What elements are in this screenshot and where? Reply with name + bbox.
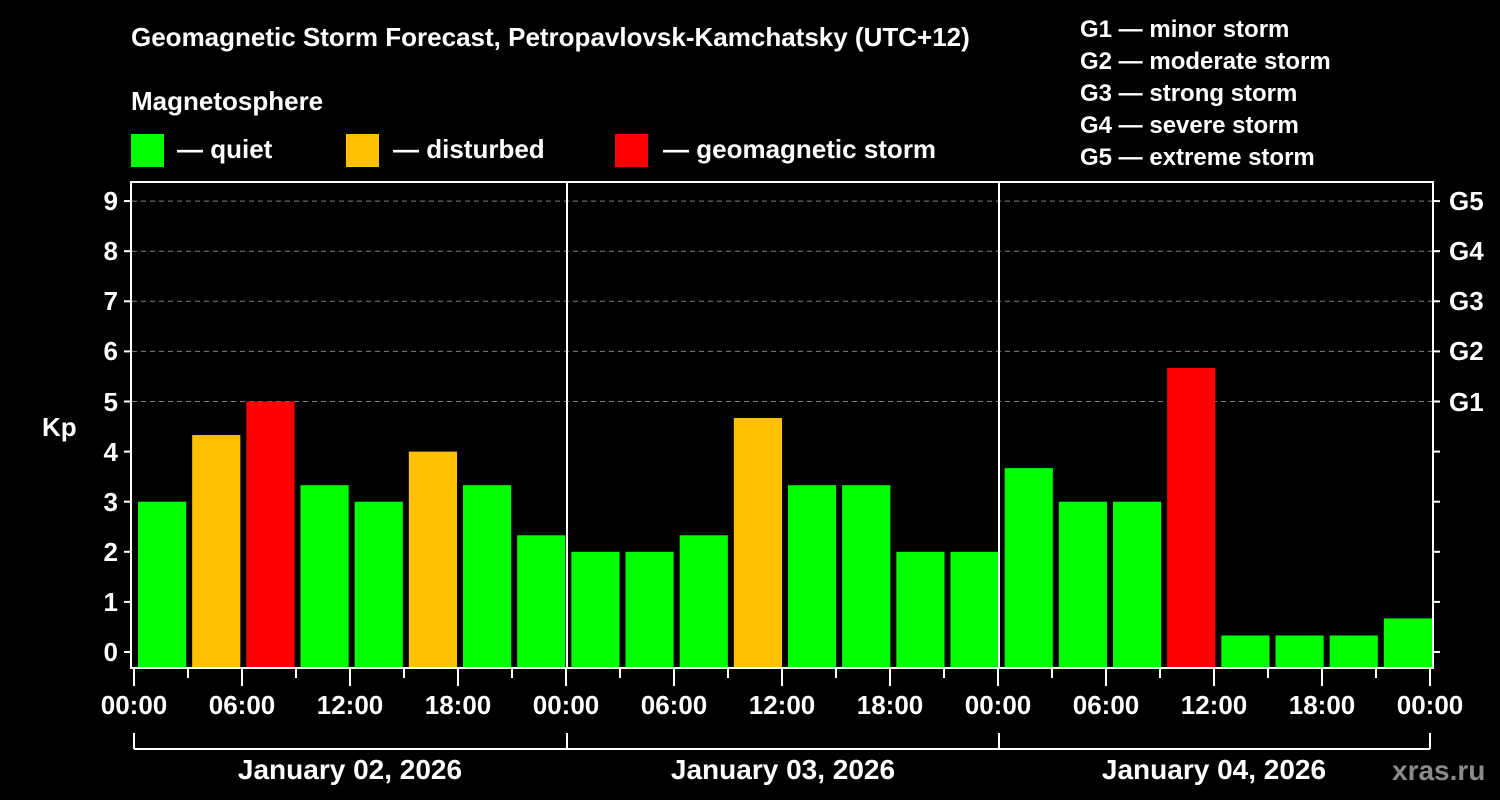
date-label: January 04, 2026	[1101, 754, 1327, 785]
x-tick-label: 18:00	[856, 690, 924, 720]
g-scale-legend: G1 — minor storm G2 — moderate storm G3 …	[1080, 14, 1331, 174]
kp-bar	[517, 535, 566, 667]
g-level-label: G3	[1449, 286, 1484, 317]
x-tick-label: 00:00	[532, 690, 600, 720]
watermark: xras.ru	[1392, 755, 1486, 786]
y-tick-label: 3	[103, 486, 118, 517]
kp-bar	[788, 485, 837, 667]
x-tick-label: 00:00	[1396, 690, 1464, 720]
g-level-label: G4	[1449, 236, 1484, 267]
x-tick-label: 06:00	[640, 690, 708, 720]
kp-bar	[138, 501, 187, 667]
magnetosphere-label: Magnetosphere	[131, 86, 324, 116]
kp-bar	[1167, 367, 1216, 667]
x-tick-label: 06:00	[1072, 690, 1140, 720]
y-tick-label: 1	[103, 586, 118, 617]
x-tick-label: 18:00	[1288, 690, 1356, 720]
kp-bar	[679, 535, 728, 667]
legend-swatch-quiet	[131, 134, 164, 167]
g-scale-item: G1 — minor storm	[1080, 16, 1290, 43]
kp-bar	[408, 451, 457, 667]
kp-bar	[192, 435, 241, 667]
kp-bar	[950, 551, 999, 667]
kp-bar	[246, 401, 295, 667]
legend-label-storm: — geomagnetic storm	[663, 134, 937, 164]
kp-bar	[1004, 468, 1053, 667]
y-tick-label: 9	[103, 186, 118, 217]
x-tick-label: 12:00	[1180, 690, 1248, 720]
x-tick-label: 06:00	[208, 690, 276, 720]
kp-bar	[1221, 635, 1270, 667]
legend-label-quiet: — quiet	[177, 134, 273, 164]
kp-bar	[354, 501, 403, 667]
kp-bar	[1058, 501, 1107, 667]
date-label: January 02, 2026	[237, 754, 463, 785]
legend-swatch-disturbed	[346, 134, 379, 167]
kp-bar	[896, 551, 945, 667]
g-scale-item: G4 — severe storm	[1080, 112, 1299, 139]
kp-bar	[842, 485, 891, 667]
kp-bar	[1275, 635, 1324, 667]
kp-bar	[571, 551, 620, 667]
x-tick-label: 00:00	[100, 690, 168, 720]
x-tick-label: 18:00	[424, 690, 492, 720]
plot-frame	[130, 181, 1434, 669]
chart-title: Geomagnetic Storm Forecast, Petropavlovs…	[131, 22, 970, 52]
y-tick-label: 6	[103, 336, 118, 367]
g-scale-item: G2 — moderate storm	[1080, 48, 1331, 75]
g-level-label: G1	[1449, 386, 1484, 417]
x-tick-label: 12:00	[748, 690, 816, 720]
y-tick-label: 4	[103, 436, 118, 467]
g-scale-item: G5 — extreme storm	[1080, 144, 1315, 171]
y-tick-label: 5	[103, 386, 118, 417]
y-axis-label: Kp	[42, 412, 77, 442]
y-tick-label: 2	[103, 536, 118, 567]
kp-bar	[1383, 618, 1432, 667]
x-tick-label: 12:00	[316, 690, 384, 720]
legend-label-disturbed: — disturbed	[393, 134, 545, 164]
kp-bar	[463, 485, 512, 667]
kp-bar	[1113, 501, 1162, 667]
y-tick-label: 0	[103, 637, 118, 667]
g-level-label: G5	[1449, 186, 1484, 217]
kp-bar	[625, 551, 674, 667]
x-tick-label: 00:00	[964, 690, 1032, 720]
kp-bar	[733, 418, 782, 667]
date-label: January 03, 2026	[670, 754, 896, 785]
legend-swatch-storm	[615, 134, 648, 167]
g-scale-item: G3 — strong storm	[1080, 80, 1298, 107]
g-level-label: G2	[1449, 336, 1484, 367]
y-tick-label: 8	[103, 236, 118, 267]
y-tick-label: 7	[103, 286, 118, 317]
kp-bar	[1329, 635, 1378, 667]
kp-bar	[300, 485, 349, 667]
